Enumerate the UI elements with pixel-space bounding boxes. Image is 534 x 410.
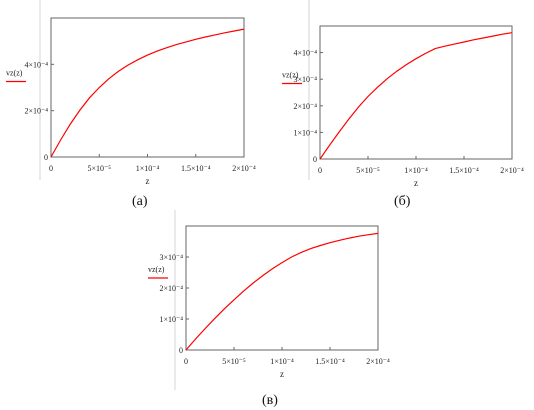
series-line (319, 32, 513, 160)
panel-label-c: (в) (262, 393, 278, 408)
y-tick-label: 0 (44, 153, 48, 162)
x-axis-label: z (280, 369, 284, 379)
y-tick-label: 4×10⁻⁴ (24, 60, 48, 69)
y-tick-label: 3×10⁻⁴ (159, 253, 183, 262)
x-tick-label: 5×10⁻⁵ (356, 166, 380, 175)
x-axis-label: z (414, 178, 418, 188)
y-tick-label: 2×10⁻⁴ (24, 107, 48, 116)
legend-label: vz(z) (6, 69, 23, 78)
panel-label-b: (б) (394, 194, 411, 209)
chart-panel-b: 0 5×10⁻⁵ 1×10⁻⁴ 1.5×10⁻⁴ 2×10⁻⁴ 0 1×10⁻⁴ 2×10⁻⁴… (282, 0, 524, 188)
x-tick-label: 1.5×10⁻⁴ (315, 357, 345, 366)
x-tick-label: 0 (318, 166, 322, 175)
y-tick-label: 2×10⁻⁴ (293, 102, 317, 111)
plot-frame (185, 225, 379, 351)
y-tick-label: 1×10⁻⁴ (293, 128, 317, 137)
x-tick-label: 1×10⁻⁴ (404, 166, 428, 175)
x-tick-label: 0 (49, 164, 53, 173)
plot-frame (50, 17, 245, 158)
x-tick-label: 1.5×10⁻⁴ (181, 164, 211, 173)
x-tick-label: 1.5×10⁻⁴ (449, 166, 479, 175)
series-line (185, 232, 379, 351)
x-tick-label: 1×10⁻⁴ (270, 357, 294, 366)
chart-panel-c: 0 5×10⁻⁵ 1×10⁻⁴ 1.5×10⁻⁴ 2×10⁻⁴ 0 1×10⁻⁴ 2×10⁻⁴… (148, 210, 390, 390)
series-line (50, 28, 245, 158)
chart-panel-a: 0 5×10⁻⁵ 1×10⁻⁴ 1.5×10⁻⁴ 2×10⁻⁴ 0 2×10⁻⁴ 4×10⁻⁴… (6, 0, 256, 186)
y-tick-label: 1×10⁻⁴ (159, 315, 183, 324)
y-tick-label: 0 (179, 346, 183, 355)
x-tick-label: 2×10⁻⁴ (500, 166, 524, 175)
y-tick-label: 0 (313, 155, 317, 164)
x-tick-label: 0 (184, 357, 188, 366)
x-tick-label: 5×10⁻⁵ (222, 357, 246, 366)
legend-label: vz(z) (148, 265, 165, 274)
panel-label-a: (а) (132, 194, 148, 209)
y-tick-label: 4×10⁻⁴ (293, 49, 317, 58)
y-tick-label: 3×10⁻⁴ (293, 75, 317, 84)
plot-frame (319, 25, 513, 160)
x-tick-label: 2×10⁻⁴ (366, 357, 390, 366)
legend-label: vz(z) (282, 71, 299, 80)
y-tick-label: 2×10⁻⁴ (159, 284, 183, 293)
x-axis-label: z (146, 176, 150, 186)
x-tick-label: 2×10⁻⁴ (232, 164, 256, 173)
x-tick-label: 5×10⁻⁵ (87, 164, 111, 173)
x-tick-label: 1×10⁻⁴ (136, 164, 160, 173)
